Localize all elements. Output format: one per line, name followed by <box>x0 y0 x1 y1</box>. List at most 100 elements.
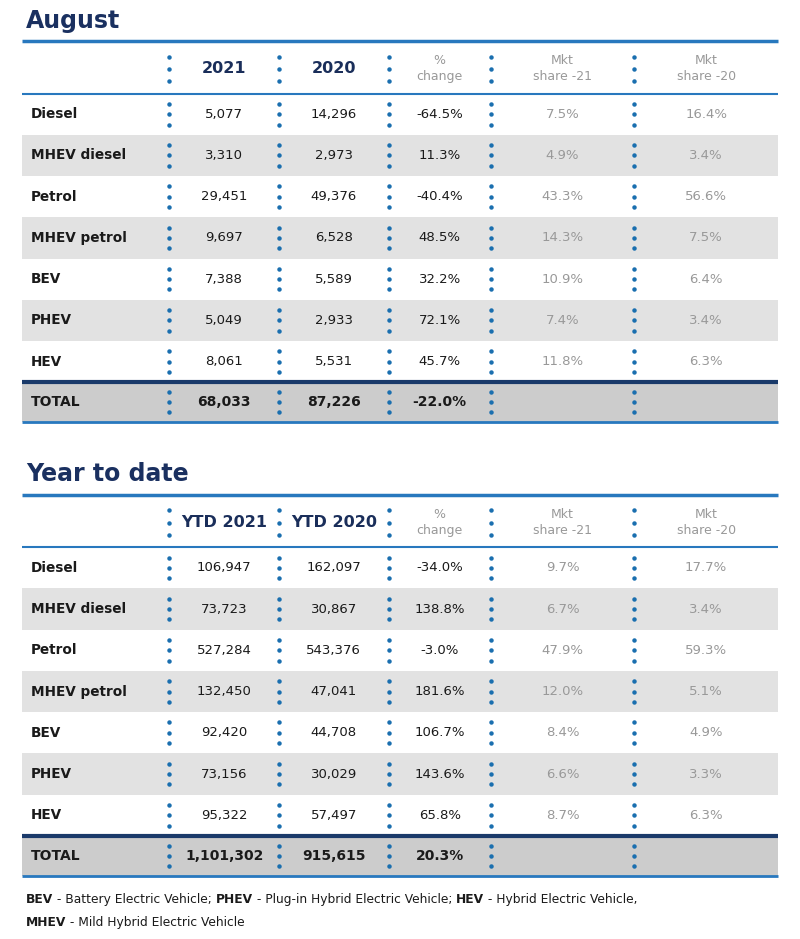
Text: - Hybrid Electric Vehicle,: - Hybrid Electric Vehicle, <box>484 893 638 906</box>
Text: 143.6%: 143.6% <box>414 767 465 780</box>
Text: 65.8%: 65.8% <box>418 808 461 822</box>
Text: 527,284: 527,284 <box>197 644 252 656</box>
Text: August: August <box>26 8 120 33</box>
Text: 106.7%: 106.7% <box>414 726 465 739</box>
Text: 6.3%: 6.3% <box>690 355 723 368</box>
Bar <box>22 498 778 547</box>
Bar <box>22 671 778 712</box>
Text: HEV: HEV <box>456 893 484 906</box>
Text: BEV: BEV <box>31 726 62 740</box>
Text: 5,589: 5,589 <box>315 272 353 285</box>
Text: Petrol: Petrol <box>31 190 78 204</box>
Bar <box>22 94 778 135</box>
Text: 3.4%: 3.4% <box>690 149 723 162</box>
Text: 14,296: 14,296 <box>310 108 357 121</box>
Text: PHEV: PHEV <box>31 314 72 328</box>
Text: HEV: HEV <box>31 355 62 369</box>
Bar <box>22 382 778 422</box>
Text: Petrol: Petrol <box>31 643 78 657</box>
Text: 8,061: 8,061 <box>206 355 243 368</box>
Text: MHEV petrol: MHEV petrol <box>31 685 127 699</box>
Text: TOTAL: TOTAL <box>31 849 81 863</box>
Text: 138.8%: 138.8% <box>414 603 465 616</box>
Text: 11.8%: 11.8% <box>542 355 584 368</box>
Bar <box>22 589 778 630</box>
Text: TOTAL: TOTAL <box>31 395 81 409</box>
Text: 72.1%: 72.1% <box>418 314 461 327</box>
Text: 5.1%: 5.1% <box>690 685 723 698</box>
Text: 32.2%: 32.2% <box>418 272 461 285</box>
Text: 47.9%: 47.9% <box>542 644 583 656</box>
Text: 57,497: 57,497 <box>310 808 357 822</box>
Bar <box>22 630 778 671</box>
Bar <box>22 836 778 875</box>
Text: 7,388: 7,388 <box>206 272 243 285</box>
Text: 6,528: 6,528 <box>315 231 353 244</box>
Text: 68,033: 68,033 <box>198 395 251 409</box>
Text: 6.6%: 6.6% <box>546 767 579 780</box>
Text: 95,322: 95,322 <box>201 808 247 822</box>
Text: MHEV: MHEV <box>26 916 66 930</box>
Text: 20.3%: 20.3% <box>415 849 464 863</box>
Text: -22.0%: -22.0% <box>413 395 466 409</box>
Bar <box>22 258 778 300</box>
Text: YTD 2020: YTD 2020 <box>291 516 377 531</box>
Text: 16.4%: 16.4% <box>685 108 727 121</box>
Text: 92,420: 92,420 <box>201 726 247 739</box>
Text: 2020: 2020 <box>312 61 356 76</box>
Text: - Mild Hybrid Electric Vehicle: - Mild Hybrid Electric Vehicle <box>66 916 245 930</box>
Text: PHEV: PHEV <box>216 893 253 906</box>
Text: 10.9%: 10.9% <box>542 272 583 285</box>
Text: 1,101,302: 1,101,302 <box>185 849 263 863</box>
Text: 73,156: 73,156 <box>201 767 247 780</box>
Text: 915,615: 915,615 <box>302 849 366 863</box>
Text: 181.6%: 181.6% <box>414 685 465 698</box>
Text: 11.3%: 11.3% <box>418 149 461 162</box>
Text: 14.3%: 14.3% <box>542 231 584 244</box>
Text: 7.4%: 7.4% <box>546 314 579 327</box>
Text: 543,376: 543,376 <box>306 644 362 656</box>
Text: 6.3%: 6.3% <box>690 808 723 822</box>
Text: 3.3%: 3.3% <box>690 767 723 780</box>
Text: -40.4%: -40.4% <box>416 191 463 203</box>
Text: 48.5%: 48.5% <box>418 231 461 244</box>
Text: 6.7%: 6.7% <box>546 603 579 616</box>
Text: 4.9%: 4.9% <box>690 726 723 739</box>
Bar <box>22 341 778 382</box>
Text: 2,933: 2,933 <box>315 314 353 327</box>
Text: 8.4%: 8.4% <box>546 726 579 739</box>
Text: 49,376: 49,376 <box>310 191 357 203</box>
Text: %
change: % change <box>417 508 463 537</box>
Bar <box>22 177 778 217</box>
Text: Diesel: Diesel <box>31 561 78 575</box>
Text: BEV: BEV <box>31 272 62 286</box>
Bar <box>22 712 778 753</box>
Text: 5,531: 5,531 <box>314 355 353 368</box>
Text: 7.5%: 7.5% <box>690 231 723 244</box>
Text: 8.7%: 8.7% <box>546 808 579 822</box>
Text: HEV: HEV <box>31 808 62 823</box>
Text: 106,947: 106,947 <box>197 562 251 575</box>
Text: 5,077: 5,077 <box>206 108 243 121</box>
Text: %
change: % change <box>417 54 463 84</box>
Text: 30,029: 30,029 <box>310 767 357 780</box>
Text: Mkt
share -20: Mkt share -20 <box>677 54 736 84</box>
Text: Mkt
share -21: Mkt share -21 <box>533 54 592 84</box>
Text: 59.3%: 59.3% <box>685 644 727 656</box>
Text: 2,973: 2,973 <box>315 149 353 162</box>
Bar <box>22 753 778 794</box>
Text: 47,041: 47,041 <box>310 685 357 698</box>
Text: Mkt
share -21: Mkt share -21 <box>533 508 592 537</box>
Text: 3.4%: 3.4% <box>690 603 723 616</box>
Text: 12.0%: 12.0% <box>542 685 584 698</box>
Text: - Plug-in Hybrid Electric Vehicle;: - Plug-in Hybrid Electric Vehicle; <box>253 893 456 906</box>
Bar <box>22 44 778 94</box>
Text: 3.4%: 3.4% <box>690 314 723 327</box>
Text: 44,708: 44,708 <box>310 726 357 739</box>
Bar <box>22 217 778 258</box>
Bar <box>22 547 778 589</box>
Text: 43.3%: 43.3% <box>542 191 584 203</box>
Text: 3,310: 3,310 <box>206 149 243 162</box>
Text: Year to date: Year to date <box>26 462 189 486</box>
Text: BEV: BEV <box>26 893 54 906</box>
